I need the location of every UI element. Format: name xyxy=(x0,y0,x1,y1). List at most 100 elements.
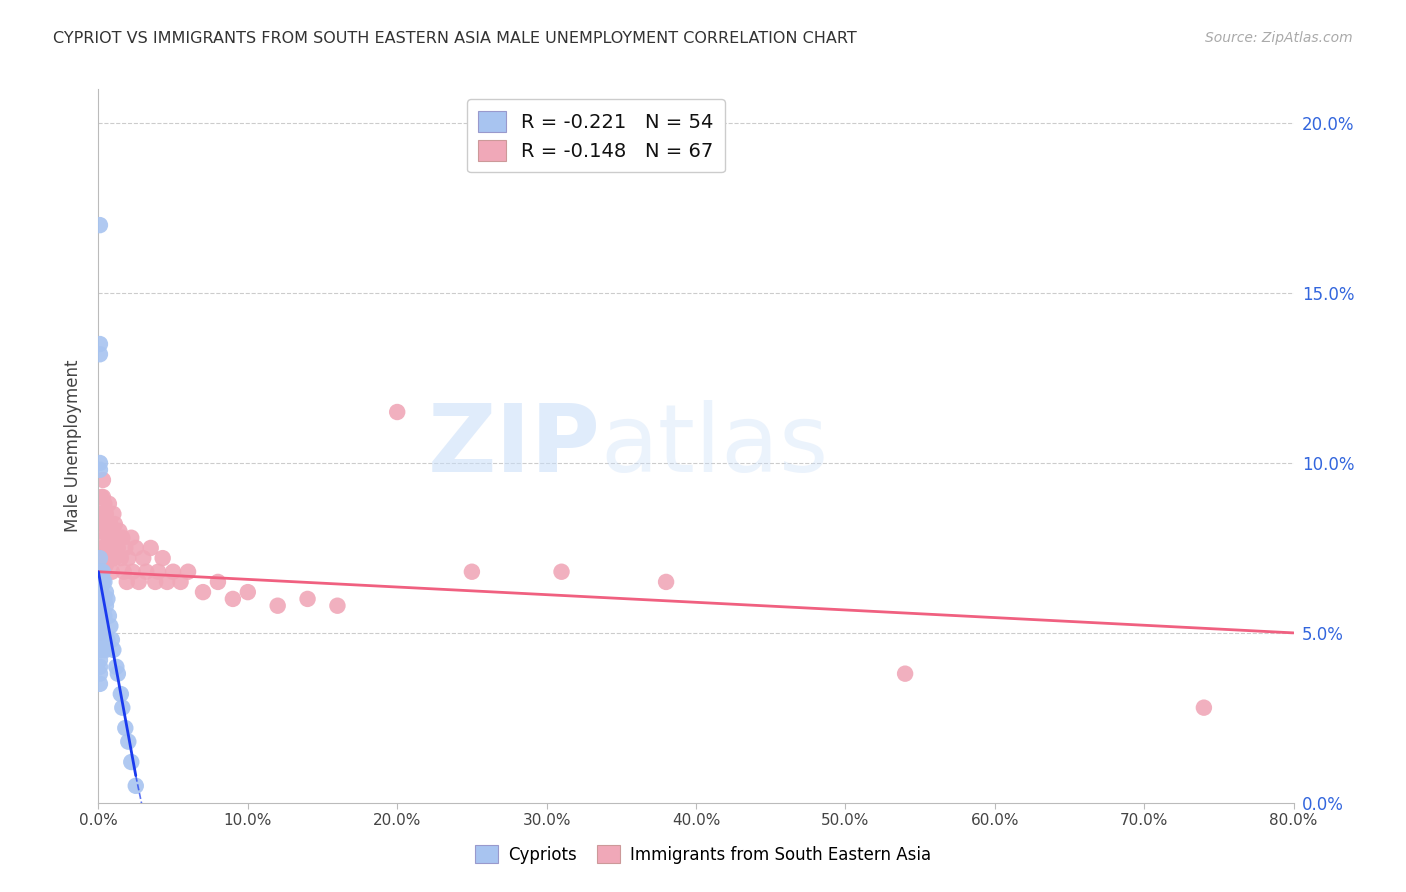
Point xyxy=(91,626,114,640)
Point xyxy=(326,599,349,613)
Point xyxy=(89,632,111,647)
Point xyxy=(98,619,122,633)
Point xyxy=(94,585,117,599)
Point xyxy=(96,632,118,647)
Point xyxy=(90,565,112,579)
Point xyxy=(117,734,139,748)
Point xyxy=(143,574,166,589)
Point xyxy=(120,755,142,769)
Point xyxy=(101,565,124,579)
Point xyxy=(89,347,111,361)
Point xyxy=(112,565,135,579)
Point xyxy=(90,608,112,623)
Point xyxy=(267,599,290,613)
Point xyxy=(94,531,117,545)
Point xyxy=(90,619,112,633)
Point xyxy=(91,565,114,579)
Point xyxy=(103,507,125,521)
Point xyxy=(90,507,112,521)
Point xyxy=(101,632,124,647)
Point xyxy=(89,551,111,566)
Point xyxy=(110,687,132,701)
Point xyxy=(94,558,117,572)
Point xyxy=(90,551,112,566)
Point xyxy=(114,541,136,555)
Point xyxy=(103,643,125,657)
Point xyxy=(107,666,129,681)
Point xyxy=(90,490,112,504)
Point xyxy=(110,551,132,566)
Point xyxy=(89,565,111,579)
Point xyxy=(550,565,572,579)
Point xyxy=(297,591,319,606)
Y-axis label: Male Unemployment: Male Unemployment xyxy=(65,359,83,533)
Point xyxy=(98,517,122,532)
Point xyxy=(94,643,117,657)
Point xyxy=(162,565,184,579)
Text: Source: ZipAtlas.com: Source: ZipAtlas.com xyxy=(1205,31,1353,45)
Point xyxy=(156,574,179,589)
Point xyxy=(91,473,114,487)
Point xyxy=(89,677,111,691)
Point xyxy=(89,565,111,579)
Point xyxy=(125,541,148,555)
Point xyxy=(105,531,128,545)
Point xyxy=(89,619,111,633)
Point xyxy=(120,531,142,545)
Point xyxy=(894,666,917,681)
Point xyxy=(111,700,134,714)
Point xyxy=(105,660,128,674)
Point xyxy=(89,608,111,623)
Point xyxy=(93,591,115,606)
Point xyxy=(91,643,114,657)
Point xyxy=(461,565,484,579)
Point xyxy=(93,574,115,589)
Point xyxy=(89,608,111,623)
Point xyxy=(191,585,214,599)
Point xyxy=(177,565,200,579)
Legend: Cypriots, Immigrants from South Eastern Asia: Cypriots, Immigrants from South Eastern … xyxy=(468,838,938,871)
Point xyxy=(90,585,112,599)
Point xyxy=(89,591,111,606)
Point xyxy=(97,608,120,623)
Point xyxy=(108,524,131,538)
Point xyxy=(89,626,111,640)
Point xyxy=(89,456,111,470)
Point xyxy=(111,531,134,545)
Point xyxy=(89,666,111,681)
Point xyxy=(91,490,114,504)
Point xyxy=(93,497,115,511)
Text: atlas: atlas xyxy=(600,400,828,492)
Point xyxy=(128,574,150,589)
Point xyxy=(89,218,111,232)
Point xyxy=(655,574,678,589)
Point xyxy=(115,574,138,589)
Point xyxy=(114,721,136,735)
Point xyxy=(104,517,127,532)
Point xyxy=(93,517,115,532)
Point xyxy=(89,582,111,596)
Point xyxy=(1192,700,1215,714)
Point xyxy=(117,551,139,566)
Point xyxy=(169,574,191,589)
Point xyxy=(139,541,162,555)
Point xyxy=(236,585,259,599)
Point xyxy=(91,591,114,606)
Point xyxy=(132,551,155,566)
Point xyxy=(104,551,127,566)
Point xyxy=(93,632,115,647)
Point xyxy=(91,574,114,589)
Point xyxy=(93,541,115,555)
Point xyxy=(89,585,111,599)
Point xyxy=(90,524,112,538)
Point xyxy=(89,463,111,477)
Point xyxy=(97,531,120,545)
Point xyxy=(89,337,111,351)
Point xyxy=(90,632,112,647)
Point xyxy=(90,574,112,589)
Point xyxy=(135,565,157,579)
Point xyxy=(385,405,409,419)
Point xyxy=(89,574,111,589)
Point xyxy=(91,541,114,555)
Point xyxy=(94,599,117,613)
